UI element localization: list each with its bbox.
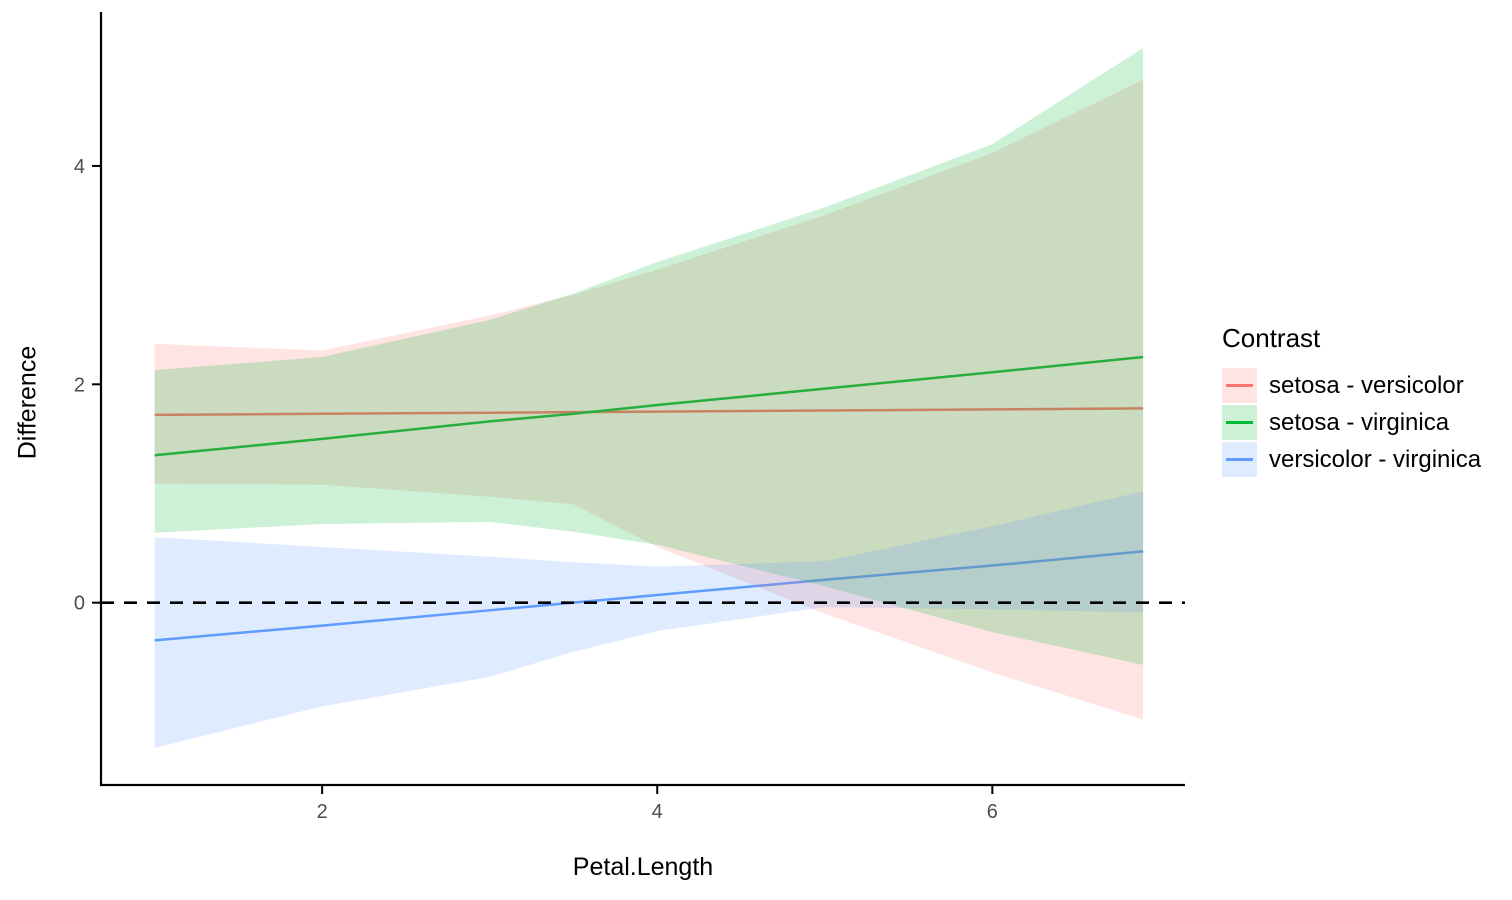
y-tick-label: 2 xyxy=(74,374,85,396)
legend-key-line xyxy=(1226,458,1253,461)
legend-key-swatch xyxy=(1222,405,1257,440)
y-axis-title: Difference xyxy=(13,345,42,460)
legend-entries: setosa - versicolor setosa - virginica ver… xyxy=(1222,368,1481,477)
legend-item: setosa - virginica xyxy=(1222,405,1481,440)
y-tick-label: 0 xyxy=(74,593,85,615)
x-tick-label: 2 xyxy=(317,801,328,823)
legend-key-line xyxy=(1226,384,1253,387)
legend-item: setosa - versicolor xyxy=(1222,368,1481,403)
legend: Contrast setosa - versicolor setosa - vir… xyxy=(1222,323,1481,479)
legend-item-label: setosa - versicolor xyxy=(1269,371,1464,399)
ci-ribbon-setosa-virginica xyxy=(154,48,1144,665)
ci-ribbon-versicolor-virginica xyxy=(154,491,1144,748)
x-axis-title: Petal.Length xyxy=(572,853,714,881)
trend-line-versicolor-virginica xyxy=(154,550,1144,642)
legend-key-swatch xyxy=(1222,368,1257,403)
legend-key-line xyxy=(1226,421,1253,424)
x-tick-label: 4 xyxy=(652,801,663,823)
trend-line-setosa-versicolor xyxy=(154,407,1144,417)
x-tick-label: 6 xyxy=(987,801,998,823)
legend-item-label: versicolor - virginica xyxy=(1269,445,1482,473)
legend-item-label: setosa - virginica xyxy=(1269,408,1450,436)
ci-ribbon-setosa-versicolor xyxy=(154,79,1144,720)
legend-key-swatch xyxy=(1222,442,1257,477)
trend-line-setosa-virginica xyxy=(154,355,1144,457)
y-tick-label: 4 xyxy=(74,156,85,178)
legend-item: versicolor - virginica xyxy=(1222,442,1481,477)
legend-title: Contrast xyxy=(1222,323,1321,353)
